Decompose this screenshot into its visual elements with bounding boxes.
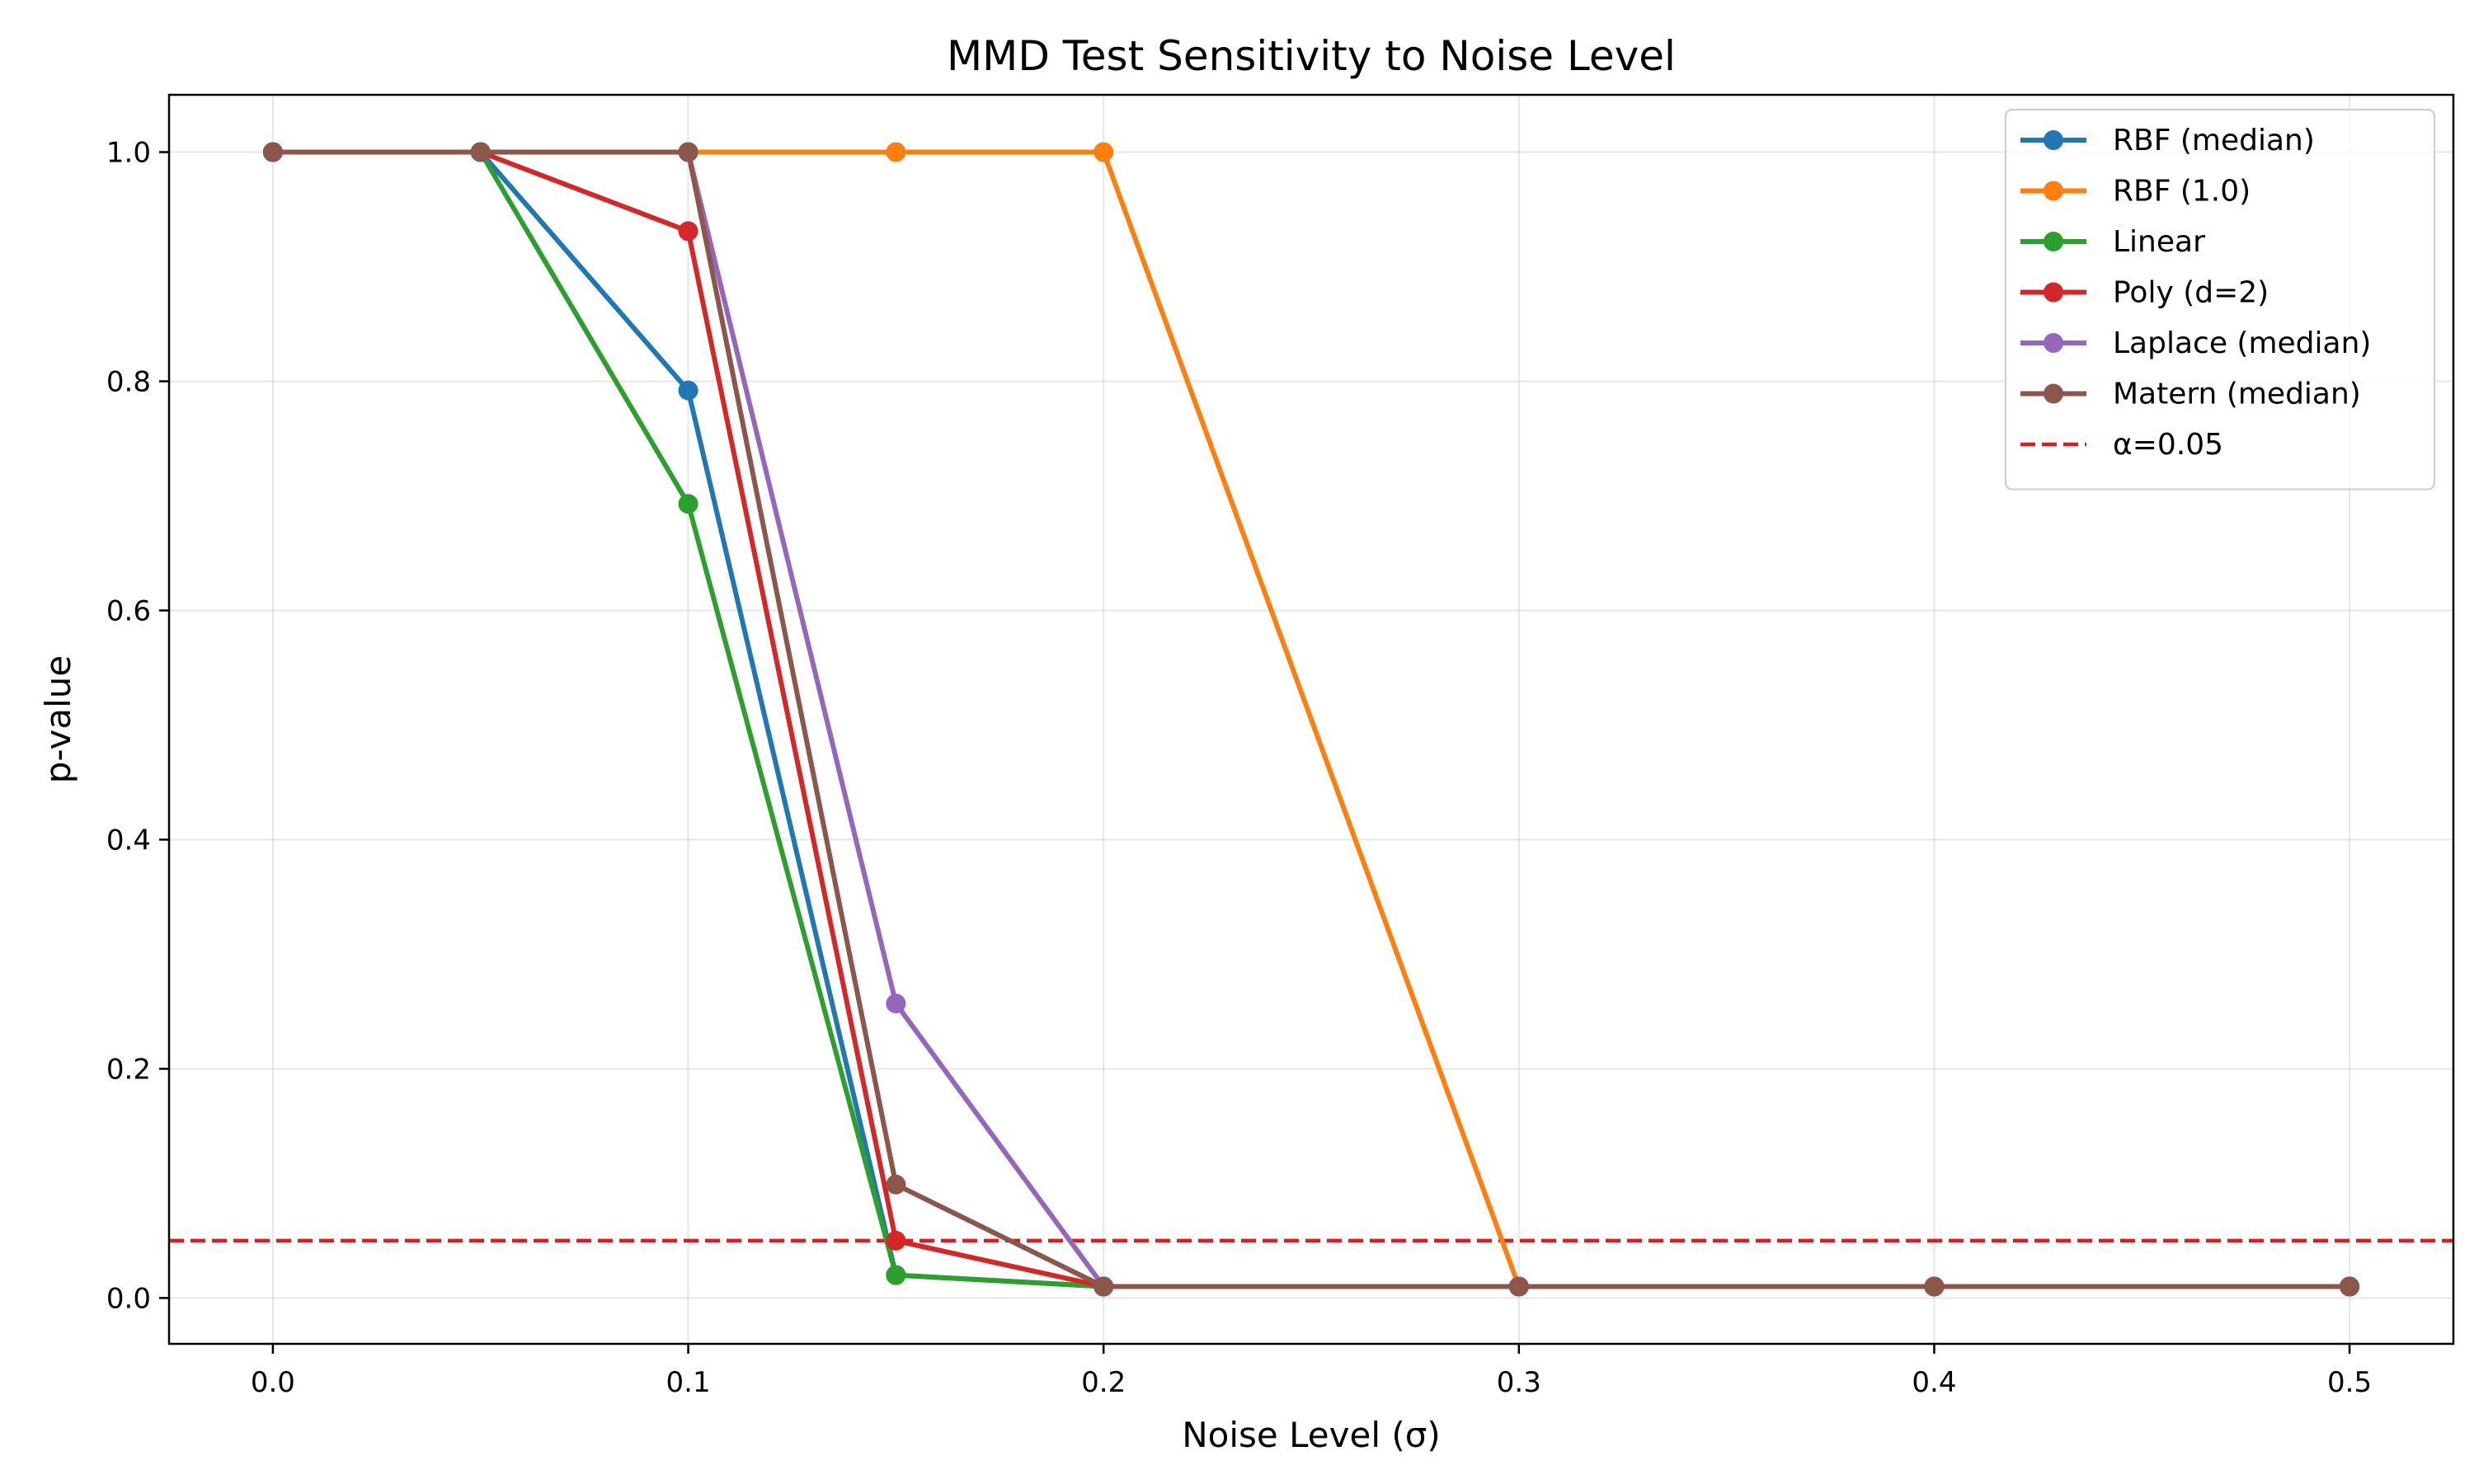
data-point: [678, 380, 698, 401]
legend-entry-rbf-1-0: RBF (1.0): [2020, 175, 2251, 209]
y-tick-label: 1.0: [106, 136, 151, 169]
data-point: [1924, 1276, 1945, 1297]
legend-marker: [2044, 130, 2063, 150]
axis-ticks: 0.0 0.1 0.2 0.3 0.4 0.5 0.0 0.2 0.4 0.6 0.8 1.0: [106, 136, 2372, 1399]
legend-label: RBF (median): [2113, 124, 2315, 157]
data-point: [1508, 1276, 1529, 1297]
legend-label: RBF (1.0): [2113, 175, 2251, 209]
data-point: [2340, 1276, 2360, 1297]
legend-marker: [2044, 333, 2063, 353]
legend-marker: [2044, 232, 2063, 251]
legend-marker: [2044, 181, 2063, 201]
data-point: [678, 221, 698, 242]
y-tick-label: 0.0: [106, 1282, 151, 1315]
series-layer: [262, 142, 2360, 1297]
legend-label: Linear: [2113, 225, 2205, 259]
y-axis-label: p-value: [38, 655, 78, 783]
data-point: [678, 494, 698, 514]
legend-label: Matern (median): [2113, 378, 2361, 411]
legend-entry-linear: Linear: [2020, 225, 2205, 259]
data-point: [886, 142, 906, 162]
plot-frame: [167, 93, 2455, 1345]
legend-marker: [2044, 282, 2063, 303]
data-point: [1094, 1276, 1114, 1297]
legend-entry-0-05: α=0.05: [2020, 428, 2223, 462]
data-point: [1094, 142, 1114, 162]
data-point: [886, 1230, 906, 1251]
y-tick-label: 0.8: [106, 365, 151, 398]
data-point: [262, 142, 283, 162]
series-matern-median: [262, 142, 2360, 1297]
legend-entry-laplace-median: Laplace (median): [2020, 326, 2371, 360]
legend-label: Laplace (median): [2113, 326, 2371, 360]
y-tick-label: 0.2: [106, 1053, 151, 1086]
y-tick-label: 0.4: [106, 824, 151, 857]
x-axis-label: Noise Level (σ): [1182, 1415, 1440, 1455]
y-tick-label: 0.6: [106, 594, 151, 627]
data-point: [470, 142, 491, 162]
x-tick-label: 0.5: [2327, 1366, 2372, 1399]
legend-box: [2005, 109, 2435, 491]
x-tick-label: 0.4: [1912, 1366, 1956, 1399]
series-line: [272, 149, 2350, 1289]
x-tick-label: 0.2: [1081, 1366, 1126, 1399]
data-point: [886, 1174, 906, 1195]
x-tick-label: 0.0: [251, 1366, 295, 1399]
legend: RBF (median) RBF (1.0) Linear Poly (d=2) Lap…: [2005, 109, 2435, 491]
legend-entry-rbf-median: RBF (median): [2020, 124, 2315, 157]
data-point: [886, 993, 906, 1014]
legend-label: α=0.05: [2113, 428, 2223, 462]
chart-title: MMD Test Sensitivity to Noise Level: [947, 32, 1676, 80]
data-point: [886, 1265, 906, 1285]
legend-entry-poly-d-2: Poly (d=2): [2020, 276, 2269, 310]
data-point: [678, 142, 698, 162]
legend-marker: [2044, 383, 2063, 404]
x-tick-label: 0.3: [1497, 1366, 1541, 1399]
legend-label: Poly (d=2): [2113, 276, 2269, 310]
x-tick-label: 0.1: [666, 1366, 711, 1399]
legend-entry-matern-median: Matern (median): [2020, 378, 2361, 411]
